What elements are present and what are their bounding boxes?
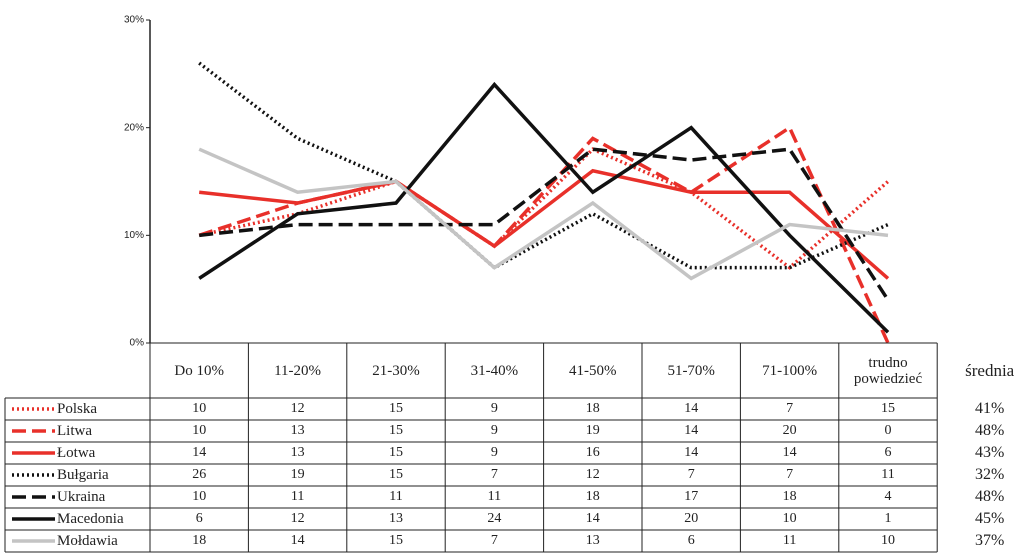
table-value: 15 [388,533,403,548]
average-value: 45% [975,510,1005,527]
table-value: 14 [684,445,699,460]
table-value: 14 [684,423,699,438]
table-value: 10 [880,533,895,548]
table-value: 6 [195,511,203,526]
column-header: 51-70% [667,362,715,379]
legend-label: Litwa [57,423,92,439]
average-header: średnia [965,360,1015,380]
table-value: 13 [290,423,305,438]
table-value: 7 [490,467,498,482]
column-header: 21-30% [372,362,420,379]
table-value: 13 [585,533,600,548]
table-value: 15 [388,467,403,482]
column-header: Do 10% [174,362,224,379]
legend-label: Bułgaria [57,467,109,483]
table-value: 20 [684,511,699,526]
table-value: 7 [786,467,794,482]
series-line [199,168,890,280]
legend-label: Macedonia [57,511,124,527]
table-value: 9 [490,401,498,416]
table-value: 9 [490,445,498,460]
legend-label: Mołdawia [57,533,118,549]
table-value: 26 [192,467,207,482]
table-value: 15 [388,423,403,438]
table-value: 18 [192,533,207,548]
table-value: 11 [389,489,403,504]
table-value: 10 [192,423,207,438]
average-value: 32% [975,466,1005,483]
table-value: 12 [290,401,305,416]
table-value: 14 [192,445,207,460]
table-value: 14 [585,511,600,526]
table-value: 18 [585,489,600,504]
table-value: 7 [786,401,794,416]
column-header: trudno powiedzieć [853,354,923,387]
series-line [199,147,890,301]
table-value: 16 [585,445,600,460]
table-value: 9 [490,423,498,438]
table-value: 10 [192,489,207,504]
y-tick-label: 0% [130,338,145,349]
average-value: 43% [975,444,1005,461]
table-value: 0 [884,423,892,438]
y-tick-label: 30% [124,15,144,26]
average-value: 48% [975,422,1005,439]
series-line [198,147,889,281]
table-value: 11 [782,533,797,548]
average-value: 41% [975,400,1005,417]
table-value: 15 [388,445,403,460]
column-header: 11-20% [274,362,322,379]
table-value: 10 [782,511,797,526]
table-value: 6 [884,445,892,460]
table-value: 14 [290,533,305,548]
table-value: 4 [884,489,892,504]
table-value: 11 [881,467,895,482]
column-header: 71-100% [762,362,818,379]
table-value: 18 [585,401,600,416]
table-value: 6 [687,533,695,548]
table-value: 17 [684,489,699,504]
table-value: 15 [880,401,895,416]
table-value: 11 [487,489,502,504]
table-value: 11 [290,489,305,504]
column-header: 31-40% [470,362,519,379]
table-value: 1 [884,511,892,526]
table-value: 12 [290,511,305,526]
table-value: 13 [290,445,305,460]
table-value: 14 [684,401,699,416]
legend-label: Ukraina [57,489,106,505]
column-header: 41-50% [569,362,617,379]
table-value: 24 [487,511,502,526]
table-value: 19 [585,423,600,438]
series-line [198,81,890,334]
table-value: 20 [782,423,797,438]
series-line [198,61,889,270]
average-value: 37% [975,532,1005,549]
table-value: 19 [290,467,305,482]
table-value: 7 [490,533,498,548]
legend-label: Polska [57,401,98,417]
average-value: 48% [975,488,1005,505]
y-tick-label: 20% [124,122,144,133]
table-value: 14 [782,445,797,460]
table-value: 7 [687,467,695,482]
table-value: 15 [388,401,403,416]
table-value: 12 [585,467,600,482]
legend-label: Łotwa [57,445,96,461]
table-value: 13 [388,511,403,526]
table-value: 10 [192,401,207,416]
table-value: 18 [782,489,797,504]
series-line [198,147,890,270]
y-tick-label: 10% [124,230,144,241]
